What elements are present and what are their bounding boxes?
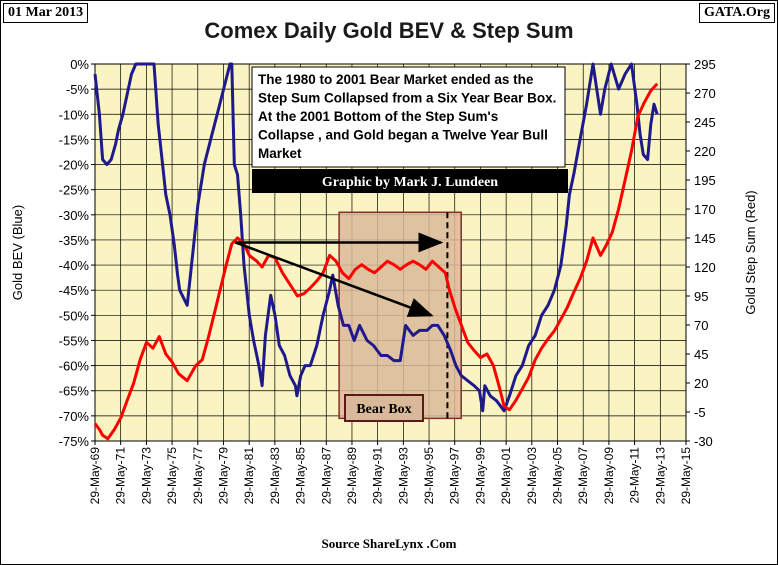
right-tick-label: 70 [694, 318, 708, 333]
right-tick-label: -5 [694, 405, 706, 420]
x-tick-label: 29-May-73 [139, 447, 153, 505]
step-sum-line [93, 82, 659, 441]
x-tick-label: 29-May-01 [499, 447, 513, 505]
site-label: GATA.Org [699, 3, 775, 23]
annotation-line: The 1980 to 2001 Bear Market ended as th… [258, 72, 534, 87]
left-tick-label: -70% [59, 409, 90, 424]
bear-box-label-bg [344, 394, 424, 422]
left-tick-label: -45% [59, 283, 90, 298]
credit-text: Graphic by Mark J. Lundeen [322, 175, 498, 190]
x-tick-label: 29-May-11 [628, 447, 642, 504]
x-tick-label: 29-May-81 [242, 447, 256, 505]
right-tick-label: 220 [694, 144, 716, 159]
left-tick-label: -35% [59, 233, 90, 248]
right-tick-label: 245 [694, 115, 716, 130]
left-tick-label: -20% [59, 158, 90, 173]
right-tick-label: 145 [694, 231, 716, 246]
left-tick-label: -10% [59, 107, 90, 122]
y-right-axis-title: Gold Step Sum (Red) [743, 190, 758, 314]
x-tick-label: 29-May-85 [294, 447, 308, 505]
x-tick-label: 29-May-91 [371, 447, 385, 505]
right-tick-label: 120 [694, 260, 716, 275]
left-tick-label: -50% [59, 308, 90, 323]
x-tick-label: 29-May-99 [473, 447, 487, 505]
x-tick-label: 29-May-07 [576, 447, 590, 505]
left-tick-label: -30% [59, 208, 90, 223]
x-tick-label: 29-May-03 [525, 447, 539, 505]
right-tick-label: -30 [694, 434, 713, 449]
x-tick-label: 29-May-13 [653, 447, 667, 505]
left-tick-label: -15% [59, 132, 90, 147]
x-tick-label: 29-May-09 [602, 447, 616, 505]
left-tick-label: -60% [59, 359, 90, 374]
right-tick-label: 170 [694, 202, 716, 217]
y-left-axis-title: Gold BEV (Blue) [10, 205, 25, 300]
left-tick-label: -40% [59, 258, 90, 273]
right-tick-label: 20 [694, 376, 708, 391]
x-tick-label: 29-May-83 [268, 447, 282, 505]
right-tick-label: 95 [694, 289, 708, 304]
x-tick-label: 29-May-75 [165, 447, 179, 505]
gold-bev-line [93, 62, 659, 413]
source-label: Source ShareLynx .Com [321, 536, 457, 551]
annotation-line: Step Sum Collapsed from a Six Year Bear … [258, 91, 556, 106]
arrow-layer [234, 232, 444, 317]
bear-box-label: Bear Box [356, 402, 411, 417]
chart-title: Comex Daily Gold BEV & Step Sum [204, 18, 574, 43]
credit-bar [252, 169, 568, 193]
x-tick-label: 29-May-15 [679, 447, 693, 505]
left-tick-label: -65% [59, 384, 90, 399]
x-tick-label: 29-May-69 [88, 447, 102, 505]
arrow-2 [234, 241, 434, 317]
axes: 0% -5% -10% -15% -20% -25% -30% -35% -40% -45% -50… [10, 57, 758, 504]
right-tick-label: 270 [694, 86, 716, 101]
x-tick-label: 29-May-87 [319, 447, 333, 505]
x-tick-label: 29-May-95 [422, 447, 436, 505]
date-label: 01 Mar 2013 [3, 3, 89, 23]
right-tick-label: 195 [694, 173, 716, 188]
annotation-box [251, 66, 566, 168]
left-tick-label: 0% [70, 57, 89, 72]
series-layer [93, 62, 659, 441]
x-tick-label: 29-May-93 [396, 447, 410, 505]
annotation-line: Market [258, 146, 302, 161]
x-tick-label: 29-May-89 [345, 447, 359, 505]
annotation-layer: The 1980 to 2001 Bear Market ended as th… [251, 66, 568, 422]
left-tick-label: -25% [59, 183, 90, 198]
left-tick-label: -55% [59, 333, 90, 348]
x-tick-label: 29-May-97 [448, 447, 462, 505]
x-tick-label: 29-May-79 [216, 447, 230, 505]
left-tick-label: -75% [59, 434, 90, 449]
annotation-line: Collapse , and Gold began a Twelve Year … [258, 128, 548, 143]
annotation-line: At the 2001 Bottom of the Step Sum's [258, 109, 498, 124]
x-tick-label: 29-May-71 [114, 447, 128, 505]
x-tick-label: 29-May-77 [191, 447, 205, 505]
right-tick-label: 45 [694, 347, 708, 362]
left-tick-label: -5% [66, 82, 90, 97]
x-tick-label: 29-May-05 [551, 447, 565, 505]
right-tick-label: 295 [694, 57, 716, 72]
